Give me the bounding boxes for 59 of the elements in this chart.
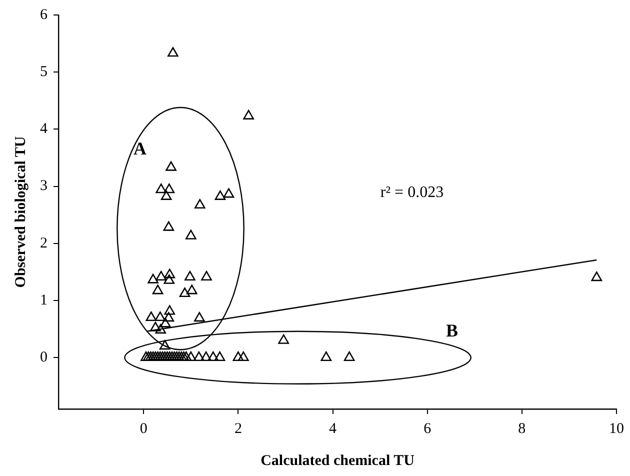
x-tick-label: 10 <box>609 420 624 437</box>
point <box>243 110 254 120</box>
point <box>164 184 175 194</box>
y-tick-label: 1 <box>40 292 48 308</box>
point <box>140 351 152 362</box>
point <box>184 270 196 280</box>
point <box>238 351 249 362</box>
y-tick-label: 4 <box>40 121 48 138</box>
point <box>150 322 161 332</box>
y-axis-title: Observed biological TU <box>12 136 29 288</box>
point <box>185 351 196 362</box>
point <box>186 284 198 294</box>
point <box>166 161 176 171</box>
point <box>591 272 602 282</box>
point <box>179 288 190 298</box>
y-tick-label: 6 <box>40 6 48 23</box>
point <box>200 351 212 362</box>
y-tick-label: 2 <box>40 235 48 252</box>
point <box>160 190 172 200</box>
annotation: r² = 0.023 <box>380 184 444 202</box>
point <box>164 274 175 284</box>
point <box>148 274 158 284</box>
point <box>163 221 174 231</box>
point <box>278 334 290 344</box>
x-tick-label: 0 <box>140 420 148 437</box>
point <box>146 311 157 322</box>
point <box>214 190 226 200</box>
annotation: B <box>446 320 458 341</box>
x-axis-title: Calculated chemical TU <box>260 452 415 469</box>
point <box>194 199 206 209</box>
point <box>223 188 234 198</box>
x-tick-label: 4 <box>329 420 338 437</box>
y-tick-label: 5 <box>40 64 48 80</box>
point <box>155 324 166 334</box>
x-tick-label: 8 <box>518 420 526 437</box>
point <box>164 305 176 315</box>
point <box>344 351 355 362</box>
annotation: A <box>134 138 146 159</box>
point <box>168 47 178 57</box>
point <box>163 312 174 322</box>
point <box>159 340 170 350</box>
point <box>164 268 176 278</box>
point <box>185 230 196 240</box>
x-tick-label: 6 <box>424 420 432 437</box>
point <box>320 351 332 362</box>
point <box>232 351 244 362</box>
point <box>214 351 226 362</box>
point <box>201 270 212 280</box>
point <box>194 312 205 322</box>
point <box>160 318 171 328</box>
y-tick-label: 3 <box>40 178 48 194</box>
point <box>154 311 166 322</box>
point <box>208 351 219 362</box>
point <box>156 184 167 194</box>
point <box>152 284 164 294</box>
y-tick-label: 0 <box>40 350 48 366</box>
x-tick-label: 2 <box>234 420 242 437</box>
point <box>156 270 167 280</box>
point <box>194 351 204 362</box>
